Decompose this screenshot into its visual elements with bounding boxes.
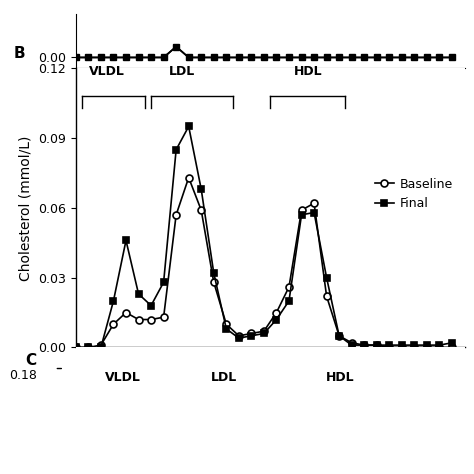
Baseline — [299, 207, 304, 213]
Y-axis label: Cholesterol (mmol/L): Cholesterol (mmol/L) — [18, 135, 33, 281]
Baseline — [399, 345, 405, 350]
Final — [374, 342, 380, 348]
Baseline — [85, 345, 91, 350]
Final — [324, 275, 329, 281]
Baseline — [199, 207, 204, 213]
Baseline — [386, 345, 392, 350]
X-axis label: FPLC Fractions: FPLC Fractions — [219, 374, 321, 388]
Final — [248, 333, 254, 338]
Final — [424, 342, 430, 348]
Baseline — [173, 212, 179, 218]
Baseline — [98, 342, 104, 348]
Baseline — [349, 340, 355, 346]
Final — [437, 342, 442, 348]
Final — [110, 298, 116, 304]
Baseline — [424, 345, 430, 350]
Text: HDL: HDL — [326, 371, 355, 384]
Baseline — [248, 331, 254, 337]
Line: Final: Final — [73, 123, 456, 351]
Baseline — [361, 342, 367, 348]
Final — [161, 280, 166, 285]
Baseline — [136, 317, 141, 322]
Baseline — [186, 175, 191, 181]
Baseline — [374, 342, 380, 348]
Baseline — [161, 314, 166, 320]
Text: VLDL: VLDL — [105, 371, 140, 384]
Baseline — [148, 317, 154, 322]
Final — [286, 298, 292, 304]
Baseline — [123, 310, 129, 315]
Final — [349, 342, 355, 348]
Baseline — [411, 345, 417, 350]
Final — [85, 345, 91, 350]
Final — [136, 291, 141, 297]
Text: LDL: LDL — [210, 371, 237, 384]
Final — [399, 342, 405, 348]
Text: 0.18: 0.18 — [9, 368, 37, 382]
Baseline — [437, 345, 442, 350]
Final — [236, 335, 242, 341]
Baseline — [273, 310, 279, 315]
Baseline — [73, 345, 79, 350]
Final — [336, 333, 342, 338]
Final — [98, 345, 104, 350]
Baseline — [261, 328, 267, 334]
Final — [186, 124, 191, 129]
Text: VLDL: VLDL — [89, 64, 125, 78]
Final — [386, 342, 392, 348]
Baseline — [311, 201, 317, 206]
Text: B: B — [14, 46, 25, 61]
Text: LDL: LDL — [169, 64, 196, 78]
Baseline — [324, 293, 329, 299]
Final — [173, 147, 179, 153]
Baseline — [236, 333, 242, 338]
X-axis label: FPLC Fractions: FPLC Fractions — [219, 94, 321, 108]
Baseline — [211, 280, 217, 285]
Final — [123, 237, 129, 243]
Final — [261, 331, 267, 337]
Final — [311, 210, 317, 215]
Final — [73, 345, 79, 350]
Final — [361, 342, 367, 348]
Baseline — [110, 321, 116, 327]
Final — [211, 270, 217, 276]
Baseline — [449, 345, 455, 350]
Final — [411, 342, 417, 348]
Legend: Baseline, Final: Baseline, Final — [370, 173, 458, 215]
Text: C: C — [25, 353, 36, 368]
Final — [449, 340, 455, 346]
Text: HDL: HDL — [293, 64, 322, 78]
Final — [299, 212, 304, 218]
Final — [148, 303, 154, 309]
Baseline — [286, 284, 292, 290]
Final — [199, 186, 204, 192]
Baseline — [336, 333, 342, 338]
Final — [223, 326, 229, 332]
Final — [273, 317, 279, 322]
Baseline — [223, 321, 229, 327]
Line: Baseline: Baseline — [73, 174, 456, 351]
